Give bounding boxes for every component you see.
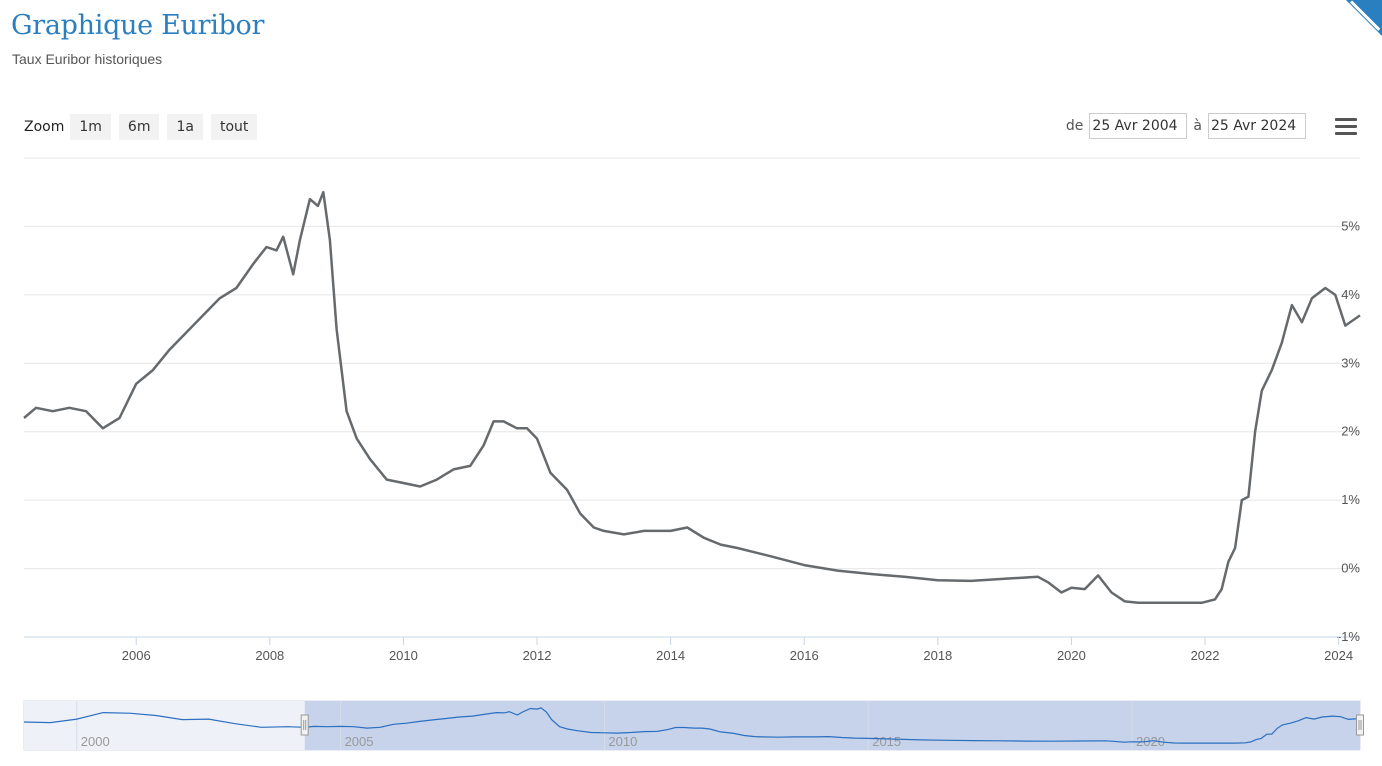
y-tick-label: -1% [1337,629,1361,644]
y-tick-label: 1% [1341,492,1360,507]
zoom-controls: Zoom 1m 6m 1a tout [24,114,265,140]
navigator-selection[interactable] [304,701,1360,750]
zoom-1m-button[interactable]: 1m [70,114,111,140]
y-axis-ticks: 5% 4% 3% 2% 1% 0% -1% [1337,218,1361,644]
x-tick-label: 2012 [523,648,552,663]
y-tick-label: 3% [1341,355,1360,370]
y-tick-label: 0% [1341,561,1360,576]
hamburger-menu-icon[interactable] [1334,118,1358,138]
grid-lines [24,157,1360,638]
x-tick-label: 2018 [923,648,952,663]
x-axis-ticks: 2006 2008 2010 2012 2014 2016 2018 2020 2022 2024 [122,637,1353,663]
date-range: de à [1060,113,1306,139]
euribor-series-line [23,190,1361,605]
x-tick-label: 2016 [790,648,819,663]
navigator-outside [24,701,305,750]
navigator-tick-label: 2015 [872,734,901,749]
navigator: 2000 2005 2010 2015 2020 [23,700,1364,751]
chart-subtitle: Taux Euribor historiques [12,51,163,67]
zoom-label: Zoom [24,119,65,135]
x-tick-label: 2020 [1057,648,1086,663]
navigator-tick-label: 2000 [81,734,110,749]
zoom-all-button[interactable]: tout [210,114,258,140]
x-tick-label: 2024 [1324,648,1353,663]
x-tick-label: 2022 [1191,648,1220,663]
navigator-tick-label: 2005 [345,734,374,749]
x-tick-label: 2010 [389,648,418,663]
navigator-tick-label: 2010 [608,734,637,749]
x-tick-label: 2014 [656,648,685,663]
navigator-left-handle[interactable] [300,714,309,736]
chart-title: Graphique Euribor [11,10,265,41]
to-date-input[interactable] [1208,113,1306,139]
x-tick-label: 2008 [255,648,284,663]
zoom-1a-button[interactable]: 1a [167,114,203,140]
navigator-series-line [23,707,1361,744]
zoom-6m-button[interactable]: 6m [118,114,160,140]
from-date-input[interactable] [1089,113,1188,139]
x-tick-label: 2006 [122,648,151,663]
y-tick-label: 4% [1341,287,1360,302]
from-label: de [1065,118,1084,134]
y-tick-label: 2% [1341,424,1360,439]
to-label: à [1193,118,1202,134]
corner-ribbon [1346,0,1382,36]
y-tick-label: 5% [1341,218,1360,233]
navigator-right-handle[interactable] [1356,714,1364,736]
